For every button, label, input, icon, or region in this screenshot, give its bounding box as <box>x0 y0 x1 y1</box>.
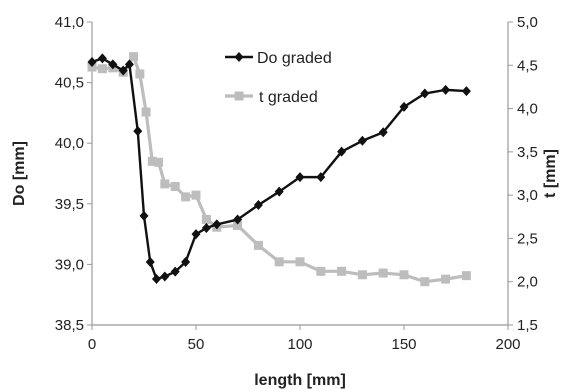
data-point-do-graded <box>151 273 161 284</box>
y-right-tick-label: 3,0 <box>517 187 538 204</box>
data-point-do-graded <box>181 256 191 267</box>
data-point-t-graded <box>461 271 471 281</box>
data-point-do-graded <box>97 53 107 64</box>
data-point-t-graded <box>357 270 367 280</box>
y-left-tick-label: 41,0 <box>55 14 84 31</box>
data-point-t-graded <box>295 257 305 267</box>
data-point-do-graded <box>191 229 201 240</box>
y-left-tick-label: 40,0 <box>55 135 84 152</box>
data-point-t-graded <box>337 266 347 276</box>
series-t-graded <box>87 52 471 287</box>
legend-marker-t-graded <box>234 91 244 101</box>
data-point-t-graded <box>147 156 157 166</box>
data-point-do-graded <box>139 210 149 221</box>
data-point-do-graded <box>145 256 155 267</box>
data-point-t-graded <box>399 270 409 280</box>
data-point-t-graded <box>378 268 388 278</box>
data-point-do-graded <box>357 135 367 146</box>
data-point-do-graded <box>212 219 222 230</box>
series-layer <box>87 52 471 287</box>
data-point-do-graded <box>124 59 134 70</box>
x-tick-label: 200 <box>495 336 520 353</box>
data-point-do-graded <box>87 56 97 67</box>
data-point-t-graded <box>191 190 201 200</box>
y-right-tick-label: 5,0 <box>517 14 538 31</box>
data-point-t-graded <box>181 192 191 202</box>
x-tick-label: 0 <box>88 336 96 353</box>
legend-label-do-graded: Do graded <box>257 50 332 67</box>
legend-marker-do-graded <box>234 52 244 62</box>
data-point-t-graded <box>441 274 451 284</box>
x-tick-label: 100 <box>287 336 312 353</box>
data-point-do-graded <box>108 59 118 70</box>
data-point-do-graded <box>118 65 128 76</box>
y-left-tick-label: 39,5 <box>55 196 84 213</box>
data-point-t-graded <box>253 240 263 250</box>
data-point-do-graded <box>233 214 243 225</box>
series-do-graded <box>87 53 471 284</box>
x-axis-label: length [mm] <box>254 372 346 389</box>
data-point-t-graded <box>154 157 164 167</box>
y-right-tick-label: 1,5 <box>517 317 538 334</box>
data-point-do-graded <box>441 84 451 95</box>
data-point-do-graded <box>201 223 211 234</box>
y-right-axis-label: t [mm] <box>542 149 559 198</box>
data-point-do-graded <box>337 146 347 157</box>
data-point-do-graded <box>378 127 388 138</box>
data-point-t-graded <box>420 277 430 287</box>
y-right-tick-label: 4,5 <box>517 57 538 74</box>
data-point-t-graded <box>87 62 97 72</box>
data-point-do-graded <box>133 126 143 137</box>
data-point-t-graded <box>316 266 326 276</box>
legend: Do graded t graded <box>225 50 332 106</box>
data-point-do-graded <box>399 101 409 112</box>
y-right-tick-label: 3,5 <box>517 144 538 161</box>
y-right-tick-label: 4,0 <box>517 101 538 118</box>
data-point-t-graded <box>97 64 107 74</box>
data-point-do-graded <box>253 200 263 211</box>
data-point-t-graded <box>129 52 139 62</box>
legend-item-t-graded: t graded <box>225 89 318 106</box>
data-point-t-graded <box>135 69 145 79</box>
data-point-t-graded <box>274 257 284 267</box>
legend-item-do-graded: Do graded <box>225 50 332 67</box>
data-point-do-graded <box>170 266 180 277</box>
data-point-t-graded <box>233 220 243 230</box>
data-point-do-graded <box>461 86 471 97</box>
y-left-axis-label: Do [mm] <box>11 141 28 206</box>
data-point-do-graded <box>274 186 284 197</box>
y-left-tick-label: 39,0 <box>55 256 84 273</box>
y-right-tick-label: 2,5 <box>517 230 538 247</box>
data-point-do-graded <box>420 88 430 99</box>
x-tick-label: 50 <box>188 336 205 353</box>
data-point-do-graded <box>316 172 326 183</box>
y-left-tick-label: 38,5 <box>55 317 84 334</box>
data-point-t-graded <box>201 214 211 224</box>
data-point-t-graded <box>160 179 170 189</box>
legend-label-t-graded: t graded <box>259 89 318 106</box>
data-point-do-graded <box>160 271 170 282</box>
ticks: 0 50 100 150 200 38,5 39,0 39,5 40,0 40,5 41,0 1,5 2… <box>55 14 538 353</box>
y-left-tick-label: 40,5 <box>55 75 84 92</box>
y-right-tick-label: 2,0 <box>517 274 538 291</box>
data-point-t-graded <box>141 107 151 117</box>
data-point-do-graded <box>295 172 305 183</box>
x-tick-label: 150 <box>391 336 416 353</box>
data-point-t-graded <box>170 181 180 191</box>
